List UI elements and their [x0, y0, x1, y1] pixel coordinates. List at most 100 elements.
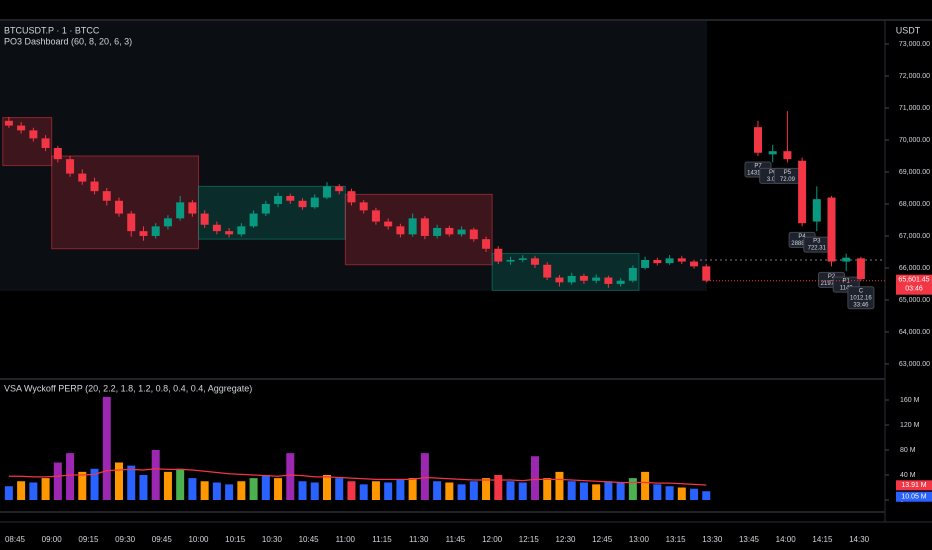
y-tick-label: 65,000.00: [899, 297, 930, 304]
volume-bar: [225, 484, 234, 500]
projection-value: 722.31: [808, 246, 827, 252]
y-tick-label: 64,000.00: [899, 329, 930, 336]
candle-body: [604, 277, 613, 284]
candle-body: [163, 218, 172, 227]
candle-body: [494, 248, 503, 262]
volume-bar: [457, 484, 466, 500]
volume-bar: [163, 471, 172, 500]
volume-bar: [249, 478, 258, 500]
candle-body: [567, 275, 576, 283]
projection-value: 72.09: [780, 177, 796, 183]
x-tick-label: 11:00: [336, 535, 356, 544]
projection-value: 1012.16: [850, 295, 872, 301]
x-tick-label: 10:45: [299, 535, 320, 544]
x-tick-label: 10:00: [188, 535, 209, 544]
volume-bar: [494, 475, 503, 500]
candle-body: [482, 239, 491, 249]
x-tick-label: 09:00: [42, 535, 63, 544]
volume-bar: [139, 475, 148, 500]
projection-value: 1149: [840, 286, 854, 292]
candle-body: [114, 200, 123, 214]
candle-body: [579, 275, 588, 281]
candle-body: [842, 257, 851, 262]
y-tick-label: 120 M: [900, 422, 920, 429]
volume-bar: [78, 471, 87, 500]
projection-label-box: [847, 286, 875, 310]
x-tick-label: 14:00: [776, 535, 797, 544]
volume-bar: [200, 481, 209, 500]
projection-name: P1: [843, 279, 851, 285]
price-unit: USDT: [896, 25, 921, 35]
volume-bar: [322, 475, 331, 500]
projection-name: P2: [828, 274, 836, 280]
x-tick-label: 11:45: [446, 535, 466, 544]
x-tick-label: 09:15: [78, 535, 99, 544]
candle-body: [827, 197, 836, 262]
volume-bar: [41, 478, 50, 500]
volume-bar: [310, 482, 319, 500]
volume-tag: [896, 491, 932, 502]
volume-bar: [286, 453, 295, 500]
volume-bar: [702, 491, 711, 500]
candle-body: [518, 258, 527, 260]
volume-bar: [420, 453, 429, 500]
y-tick-label: 68,000.00: [899, 201, 930, 208]
candle-body: [690, 261, 699, 267]
candle-body: [310, 197, 319, 208]
x-tick-label: 10:15: [225, 535, 246, 544]
candle-body: [371, 210, 380, 222]
y-tick-label: 80 M: [900, 447, 916, 454]
volume-bar: [274, 478, 283, 500]
candle-body: [592, 277, 601, 281]
candle-body: [445, 227, 454, 235]
candle-body: [677, 258, 686, 262]
candle-body: [237, 226, 246, 235]
volume-bar: [567, 481, 576, 500]
projection-name: C: [859, 288, 864, 294]
symbol-title: BTCUSDT.P · 1 · BTCC: [4, 25, 100, 35]
po3-box: [51, 155, 200, 250]
volume-bar: [641, 471, 650, 500]
projection-name: P3: [813, 239, 821, 245]
projection-timer: 33:46: [853, 302, 869, 308]
candle-body: [200, 213, 209, 225]
candle-body: [543, 264, 552, 278]
candle-body: [29, 130, 38, 139]
projection-value: 2888.84: [791, 241, 813, 247]
candle-body: [768, 151, 777, 155]
x-tick-label: 08:45: [5, 535, 26, 544]
volume-bar: [371, 481, 380, 500]
volume-bar: [592, 484, 601, 500]
candle-body: [212, 224, 221, 232]
volume-tag-label: 13.91 M: [901, 482, 926, 489]
candle-body: [139, 231, 148, 236]
x-tick-label: 12:00: [482, 535, 503, 544]
candle-body: [151, 226, 160, 236]
x-tick-label: 14:15: [812, 535, 833, 544]
candle-body: [396, 226, 405, 235]
candle-body: [665, 258, 674, 264]
candle-body: [17, 125, 26, 131]
volume-bar: [212, 482, 221, 500]
volume-bar: [261, 475, 270, 500]
candle-body: [90, 181, 99, 192]
volume-bar: [29, 482, 38, 500]
volume-bar: [4, 486, 13, 500]
candle-body: [188, 202, 197, 214]
candle-body: [530, 258, 539, 265]
x-tick-label: 11:30: [409, 535, 429, 544]
candle-body: [176, 202, 185, 219]
candle-body: [420, 218, 429, 236]
x-tick-label: 13:15: [666, 535, 687, 544]
candle-body: [433, 227, 442, 236]
x-tick-label: 09:45: [152, 535, 173, 544]
x-tick-label: 10:30: [262, 535, 283, 544]
candle-body: [469, 229, 478, 240]
indicator-title: PO3 Dashboard (60, 8, 20, 6, 3): [4, 36, 132, 46]
volume-bar: [665, 486, 674, 500]
candle-body: [359, 202, 368, 211]
volume-bar: [384, 482, 393, 500]
volume-bar: [90, 468, 99, 500]
projection-name: P7: [754, 164, 762, 170]
